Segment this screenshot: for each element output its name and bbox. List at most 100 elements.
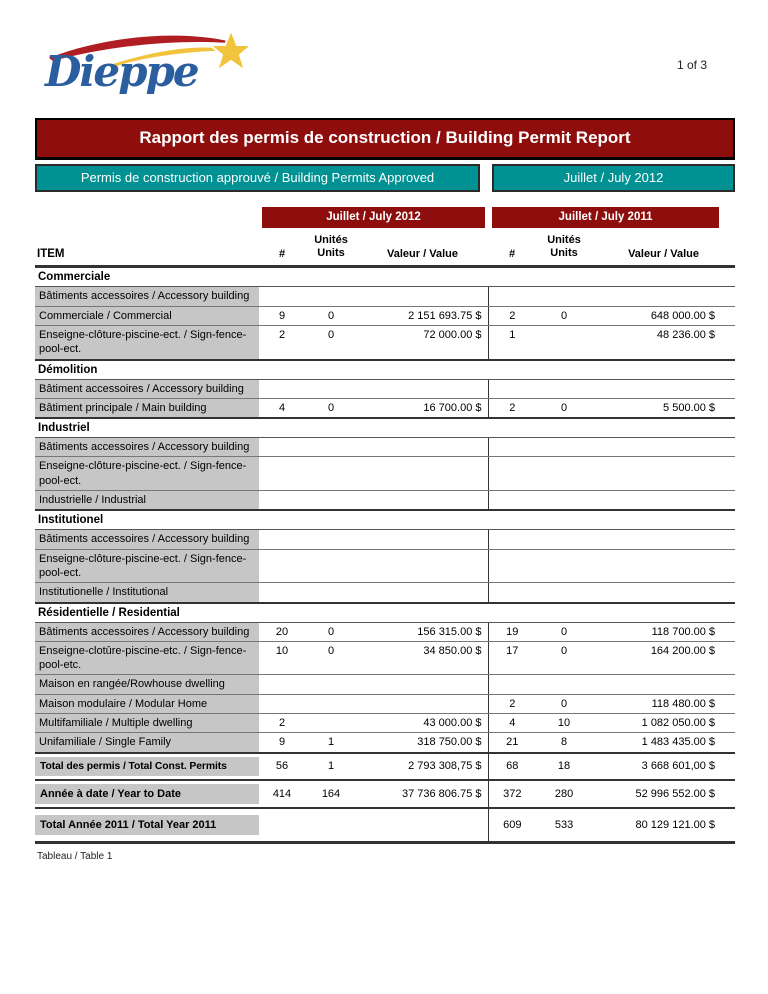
col-header-value-2011: Valeur / Value [628, 248, 699, 261]
cell-value-2011: 648 000.00 $ [592, 306, 736, 326]
cell-value-2012 [357, 549, 489, 584]
row-label: Enseigne-clotûre-piscine-etc. / Sign-fen… [35, 641, 259, 676]
table-row: Bâtiment accessoires / Accessory buildin… [35, 379, 736, 399]
table-row: Bâtiments accessoires / Accessory buildi… [35, 437, 736, 458]
cell-units-2011: 0 [536, 694, 593, 715]
table-row: Enseigne-clotûre-piscine-etc. / Sign-fen… [35, 641, 736, 676]
col-header-count-2012: # [278, 248, 286, 261]
cell-count-2012 [259, 456, 305, 492]
units-label-en: Units [550, 247, 578, 260]
table-row: Institutionelle / Institutional [35, 582, 736, 604]
logo-swoosh-red [49, 35, 239, 61]
cell-count-2012: 56 [259, 751, 305, 780]
cell-units-2011: 0 [536, 641, 593, 676]
cell-value-2012 [357, 529, 489, 550]
cell-value-2011: 48 236.00 $ [592, 325, 736, 361]
row-label: Enseigne-clôture-piscine-ect. / Sign-fen… [35, 325, 259, 361]
table-caption: Tableau / Table 1 [37, 850, 113, 862]
cell-count-2012: 9 [259, 732, 305, 754]
cell-value-2011 [592, 490, 736, 511]
section-header-label: Institutionel [35, 509, 736, 531]
row-label: Bâtiments accessoires / Accessory buildi… [35, 622, 259, 642]
cell-value-2011: 1 082 050.00 $ [592, 713, 736, 734]
cell-count-2011 [487, 437, 537, 458]
table-row: Multifamiliale / Multiple dwelling 2 43 00… [35, 713, 736, 734]
cell-units-2012: 1 [305, 751, 357, 780]
cell-value-2012: 318 750.00 $ [357, 732, 489, 754]
section-header-label: Démolition [35, 358, 736, 380]
total-row-label: Total des permis / Total Const. Permits [35, 756, 259, 776]
cell-units-2011 [536, 674, 593, 695]
table-row: Bâtiment principale / Main building 4 0 16 … [35, 398, 736, 419]
page-number: 1 of 3 [676, 58, 707, 72]
units-label-fr: Unités [547, 234, 581, 246]
cell-units-2011: 0 [536, 622, 593, 642]
cell-value-2012: 2 151 693.75 $ [357, 306, 489, 326]
cell-count-2012: 20 [259, 622, 305, 642]
cell-value-2012: 72 000.00 $ [357, 325, 489, 361]
table-row: Commerciale / Commercial 9 0 2 151 693.75 $… [35, 306, 736, 326]
table-row: Enseigne-clôture-piscine-ect. / Sign-fen… [35, 456, 736, 492]
cell-value-2012 [357, 674, 489, 695]
cell-count-2012: 4 [259, 398, 305, 419]
total-row-label-cell: Année à date / Year to Date [35, 778, 259, 808]
total-row: Année à date / Year to Date 414 164 37 736 … [35, 778, 736, 808]
table-row: Maison en rangée/Rowhouse dwelling [35, 674, 736, 695]
cell-value-2011 [592, 379, 736, 399]
row-label: Industrielle / Industrial [35, 490, 259, 511]
cell-count-2012 [259, 437, 305, 458]
cell-value-2011 [592, 674, 736, 695]
cell-units-2011 [536, 456, 593, 492]
section-header-label: Commerciale [35, 265, 736, 288]
period-banner: Juillet / July 2012 [492, 164, 735, 192]
cell-count-2011 [487, 549, 537, 584]
report-title-banner: Rapport des permis de construction / Bui… [35, 118, 735, 160]
logo-text: Dieppe [44, 47, 198, 94]
cell-count-2012 [259, 286, 305, 307]
cell-count-2011: 17 [487, 641, 537, 676]
approved-banner: Permis de construction approuvé / Buildi… [35, 164, 480, 192]
cell-value-2012 [357, 379, 489, 399]
cell-count-2011 [487, 286, 537, 307]
cell-value-2011 [592, 437, 736, 458]
table-row: Industrielle / Industrial [35, 490, 736, 511]
cell-count-2012 [259, 806, 305, 844]
cell-value-2012: 43 000.00 $ [357, 713, 489, 734]
row-label: Enseigne-clôture-piscine-ect. / Sign-fen… [35, 456, 259, 492]
cell-units-2011 [536, 379, 593, 399]
cell-count-2012 [259, 379, 305, 399]
cell-count-2012 [259, 529, 305, 550]
cell-units-2012 [305, 674, 357, 695]
cell-units-2011: 533 [536, 806, 593, 844]
table-row: Bâtiments accessoires / Accessory buildi… [35, 529, 736, 550]
cell-count-2011: 21 [487, 732, 537, 754]
cell-value-2011 [592, 549, 736, 584]
section-row: Résidentielle / Residential [35, 601, 736, 623]
cell-count-2011: 2 [487, 398, 537, 419]
dieppe-logo-graphic: Dieppe [44, 27, 255, 96]
cell-units-2011 [536, 582, 593, 604]
empty-header-cell [35, 207, 259, 228]
section-row: Industriel [35, 417, 736, 439]
cell-units-2012: 0 [305, 622, 357, 642]
total-row-label-cell: Total des permis / Total Const. Permits [35, 751, 259, 780]
col-header-units-2011: Unités Units [536, 228, 592, 267]
cell-value-2011: 5 500.00 $ [592, 398, 736, 419]
col-header-count-2011: # [508, 248, 516, 261]
cell-units-2012 [305, 713, 357, 734]
table-row: Enseigne-clôture-piscine-ect. / Sign-fen… [35, 325, 736, 361]
section-header-label: Résidentielle / Residential [35, 601, 736, 623]
cell-value-2012 [357, 456, 489, 492]
cell-units-2012 [305, 549, 357, 584]
cell-value-2011: 118 480.00 $ [592, 694, 736, 715]
row-label: Maison en rangée/Rowhouse dwelling [35, 674, 259, 695]
cell-units-2012 [305, 490, 357, 511]
section-row: Démolition [35, 358, 736, 380]
cell-count-2012: 2 [259, 325, 305, 361]
cell-units-2012 [305, 456, 357, 492]
cell-units-2012: 0 [305, 306, 357, 326]
cell-value-2012 [357, 286, 489, 307]
cell-value-2012: 156 315.00 $ [357, 622, 489, 642]
logo-star-icon [207, 27, 255, 74]
units-label-en: Units [317, 247, 345, 260]
